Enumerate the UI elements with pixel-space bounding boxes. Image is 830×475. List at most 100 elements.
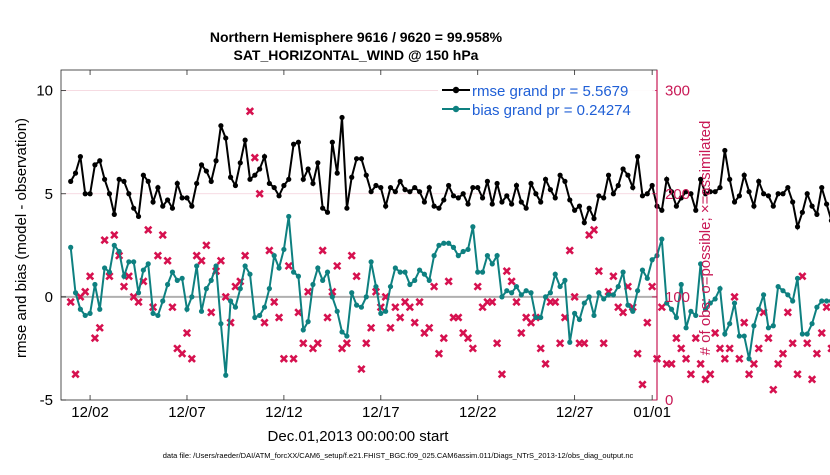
obs-marker-stroke <box>168 303 177 312</box>
rmse-series-point <box>712 189 718 195</box>
bias-series-point <box>368 259 374 265</box>
obs-marker-stroke <box>740 318 749 327</box>
rmse-series-point <box>363 172 369 178</box>
obs-marker <box>255 189 264 198</box>
bias-series-point <box>538 314 544 321</box>
obs-marker-stroke <box>638 380 647 389</box>
obs-marker-stroke <box>90 334 100 343</box>
bias-series-point <box>736 333 742 339</box>
obs-marker <box>512 297 521 307</box>
bias-series-point <box>247 271 253 277</box>
rmse-series-point <box>305 166 311 172</box>
bias-series-point <box>441 240 447 246</box>
bias-series-point <box>237 286 243 292</box>
bias-series-point <box>533 314 539 321</box>
obs-marker <box>492 339 502 348</box>
obs-marker <box>66 297 75 307</box>
rmse-series-point <box>227 174 234 180</box>
obs-marker-stroke <box>657 303 666 312</box>
obs-marker-stroke <box>497 370 507 379</box>
x-tick-label: 12/27 <box>556 404 594 421</box>
rmse-series-point <box>102 176 108 182</box>
rmse-series-point <box>615 182 621 189</box>
bias-series-point <box>387 283 394 290</box>
bias-series-point <box>155 312 161 319</box>
obs-marker <box>415 297 424 307</box>
rmse-series-point <box>441 197 447 203</box>
obs-marker-stroke <box>245 107 255 116</box>
bias-series-point <box>765 325 772 331</box>
bias-series-point <box>184 306 190 312</box>
bias-series-point <box>135 290 142 296</box>
bias-series-point <box>223 372 229 378</box>
rmse-series-point <box>586 205 592 211</box>
rmse-series-point <box>756 178 762 184</box>
bias-series-point <box>741 333 747 339</box>
obs-marker <box>270 297 279 307</box>
bias-series-point <box>286 213 292 220</box>
bias-series-point <box>698 261 704 267</box>
rmse-series-point <box>392 189 398 195</box>
obs-marker <box>362 339 371 348</box>
rmse-series-point <box>610 191 616 197</box>
rmse-series-point <box>761 191 767 197</box>
bias-series-point <box>751 323 757 329</box>
x-tick-label: 12/12 <box>265 404 303 421</box>
rmse-series-point <box>678 195 684 201</box>
rmse-series-point <box>722 147 728 154</box>
bias-series-point <box>203 286 209 292</box>
obs-marker <box>488 297 497 307</box>
bias-series-point <box>746 356 752 362</box>
bias-series-point <box>72 290 79 296</box>
bias-series-point <box>227 298 234 304</box>
bias-series-point <box>373 283 379 290</box>
rmse-series-point <box>668 189 675 195</box>
bias-series-point <box>446 240 452 246</box>
bias-series-point <box>601 296 607 302</box>
bias-series-point <box>494 253 500 259</box>
obs-marker <box>580 339 589 348</box>
bias-series-point <box>102 265 108 271</box>
obs-marker <box>599 339 608 348</box>
obs-marker-stroke <box>827 344 830 349</box>
rmse-series-point <box>247 176 253 182</box>
obs-marker-stroke <box>415 297 424 307</box>
bias-series-point <box>775 283 781 290</box>
obs-marker-stroke <box>599 339 608 348</box>
obs-marker <box>323 313 332 322</box>
obs-marker <box>110 230 119 240</box>
obs-marker-stroke <box>618 308 628 317</box>
rmse-series-point <box>639 193 646 199</box>
bias-series-point <box>635 288 641 294</box>
bias-series-point <box>727 321 733 327</box>
obs-marker <box>410 318 419 327</box>
obs-marker-stroke <box>241 251 250 260</box>
bias-series-point <box>106 269 113 275</box>
obs-marker-stroke <box>328 287 337 296</box>
obs-marker <box>85 272 95 281</box>
obs-marker-stroke <box>565 246 574 255</box>
obs-marker-stroke <box>163 256 172 265</box>
obs-marker <box>81 287 90 296</box>
bias-series-point <box>581 300 587 306</box>
rmse-series-point <box>698 176 704 182</box>
obs-marker-stroke <box>551 297 560 307</box>
obs-marker <box>187 354 196 363</box>
obs-marker-stroke <box>589 225 599 234</box>
rmse-series-point <box>378 184 384 191</box>
obs-marker <box>202 241 211 250</box>
rmse-series-point <box>257 166 263 172</box>
bias-series-point <box>562 277 568 283</box>
bias-series-point <box>794 275 801 281</box>
obs-marker-stroke <box>614 303 623 312</box>
obs-marker <box>182 328 192 338</box>
bias-series-point <box>266 286 272 292</box>
obs-marker-stroke <box>144 225 153 234</box>
x-tick-label: 12/22 <box>459 404 497 421</box>
obs-marker-stroke <box>342 339 352 348</box>
bias-series-point <box>659 236 665 242</box>
obs-marker-stroke <box>827 348 830 353</box>
bias-series-point <box>509 290 515 296</box>
bias-series-point <box>799 331 805 337</box>
bias-series-point <box>586 294 592 300</box>
